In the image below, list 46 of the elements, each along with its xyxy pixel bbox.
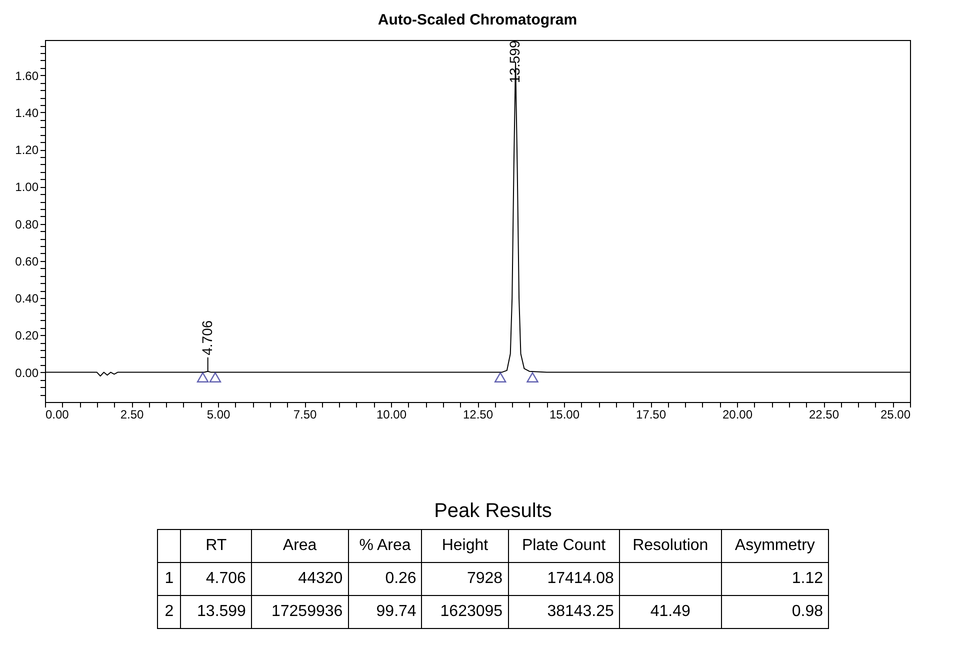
y-tick-label: 1.60 bbox=[15, 68, 39, 83]
text: % Area bbox=[348, 530, 422, 562]
text: 17259936 bbox=[251, 596, 348, 628]
text: RT bbox=[180, 530, 252, 562]
text: 7928 bbox=[422, 562, 508, 596]
text: 13.599 bbox=[180, 596, 252, 628]
x-tick-label: 7.50 bbox=[293, 408, 317, 422]
text: 0.26 bbox=[348, 562, 422, 596]
annotation: 4.706 bbox=[198, 320, 215, 356]
x-tick-label: 15.00 bbox=[549, 408, 580, 422]
text: 2 bbox=[158, 596, 181, 628]
x-tick-label: 22.50 bbox=[808, 408, 840, 422]
text: Area bbox=[251, 530, 348, 562]
y-tick-label: 1.40 bbox=[15, 106, 39, 120]
text: 1 bbox=[158, 562, 181, 596]
chart-title: Auto-Scaled Chromatogram bbox=[378, 12, 578, 29]
x-tick-label: 5.00 bbox=[206, 408, 230, 422]
text: Peak Results bbox=[433, 500, 553, 523]
text: Height bbox=[422, 530, 508, 562]
y-tick-label: 0.60 bbox=[15, 254, 39, 268]
y-tick-label: 0.20 bbox=[15, 328, 39, 343]
y-tick-label: 1.20 bbox=[15, 143, 39, 158]
y-tick-label: 0.40 bbox=[15, 292, 39, 306]
text: 41.49 bbox=[619, 596, 722, 628]
text: 17414.08 bbox=[508, 562, 620, 596]
y-tick-label: 0.00 bbox=[15, 366, 39, 380]
y-tick-label: 0.80 bbox=[15, 217, 39, 232]
text: Resolution bbox=[619, 530, 722, 562]
text: 99.74 bbox=[348, 596, 422, 628]
text: Asymmetry bbox=[721, 530, 828, 562]
x-tick-label: 17.50 bbox=[636, 408, 666, 422]
annotation: 13.599 bbox=[506, 40, 523, 84]
x-tick-label: 25.00 bbox=[880, 408, 911, 422]
text: 4.706 bbox=[180, 562, 252, 596]
text: 1623095 bbox=[422, 596, 508, 628]
x-tick-label: 0.00 bbox=[46, 408, 70, 422]
text: 44320 bbox=[251, 562, 348, 596]
x-tick-label: 20.00 bbox=[722, 408, 753, 422]
x-tick-label: 12.50 bbox=[462, 408, 494, 422]
text: 0.98 bbox=[721, 596, 828, 628]
text: Plate Count bbox=[508, 530, 620, 562]
x-tick-label: 10.00 bbox=[376, 408, 407, 422]
text: 1.12 bbox=[721, 562, 828, 596]
y-tick-label: 1.00 bbox=[15, 180, 39, 194]
x-tick-label: 2.50 bbox=[120, 408, 144, 422]
text: 38143.25 bbox=[508, 596, 620, 628]
